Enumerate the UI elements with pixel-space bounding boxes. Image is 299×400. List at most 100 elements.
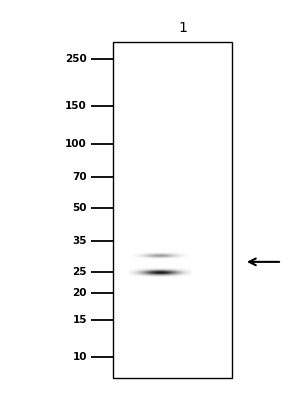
Bar — [175, 276, 176, 277]
Bar — [168, 267, 169, 268]
Bar — [177, 274, 178, 275]
Bar — [156, 267, 157, 268]
Bar — [150, 259, 151, 260]
Text: 10: 10 — [72, 352, 87, 362]
Bar — [147, 255, 148, 256]
Bar — [151, 273, 152, 274]
Bar — [171, 272, 172, 273]
Bar — [175, 259, 176, 260]
Bar — [113, 42, 232, 378]
Bar — [130, 274, 131, 275]
Bar — [160, 275, 161, 276]
Bar — [181, 259, 182, 260]
Bar — [139, 274, 140, 275]
Bar — [152, 271, 153, 272]
Bar — [162, 274, 163, 275]
Bar — [135, 253, 136, 254]
Bar — [144, 273, 145, 274]
Bar — [147, 271, 148, 272]
Bar — [178, 276, 179, 277]
Bar — [139, 276, 140, 277]
Bar — [169, 259, 170, 260]
Bar — [179, 269, 180, 270]
Bar — [167, 253, 168, 254]
Bar — [131, 267, 132, 268]
Bar — [170, 271, 171, 272]
Bar — [135, 258, 136, 259]
Bar — [144, 269, 145, 270]
Bar — [190, 275, 191, 276]
Bar — [151, 271, 152, 272]
Bar — [173, 270, 174, 271]
Bar — [138, 271, 139, 272]
Bar — [161, 273, 162, 274]
Bar — [182, 259, 183, 260]
Bar — [158, 268, 159, 269]
Bar — [164, 276, 165, 277]
Bar — [143, 274, 144, 275]
Bar — [147, 258, 148, 259]
Bar — [144, 272, 145, 273]
Bar — [169, 269, 170, 270]
Bar — [181, 253, 182, 254]
Bar — [146, 267, 147, 268]
Bar — [172, 273, 173, 274]
Bar — [133, 272, 134, 273]
Bar — [165, 269, 166, 270]
Bar — [185, 268, 186, 269]
Bar — [134, 269, 135, 270]
Bar — [140, 274, 141, 275]
Bar — [186, 268, 187, 269]
Bar — [157, 255, 158, 256]
Bar — [153, 255, 154, 256]
Bar — [139, 273, 140, 274]
Bar — [177, 258, 178, 259]
Bar — [142, 275, 143, 276]
Bar — [163, 273, 164, 274]
Bar — [162, 272, 163, 273]
Bar — [183, 275, 184, 276]
Bar — [172, 274, 173, 275]
Bar — [160, 258, 161, 259]
Bar — [140, 253, 141, 254]
Bar — [136, 270, 137, 271]
Bar — [142, 271, 143, 272]
Bar — [134, 276, 135, 277]
Bar — [165, 274, 166, 275]
Bar — [158, 269, 159, 270]
Bar — [143, 253, 144, 254]
Bar — [153, 259, 154, 260]
Bar — [157, 253, 158, 254]
Bar — [140, 258, 141, 259]
Bar — [186, 271, 187, 272]
Bar — [173, 271, 174, 272]
Bar — [157, 274, 158, 275]
Bar — [184, 270, 185, 271]
Bar — [174, 267, 175, 268]
Bar — [156, 270, 157, 271]
Bar — [165, 259, 166, 260]
Bar — [145, 272, 146, 273]
Bar — [150, 270, 151, 271]
Bar — [175, 258, 176, 259]
Bar — [151, 253, 152, 254]
Bar — [142, 259, 143, 260]
Bar — [163, 267, 164, 268]
Bar — [160, 276, 161, 277]
Bar — [152, 254, 153, 255]
Bar — [132, 271, 133, 272]
Bar — [134, 255, 135, 256]
Bar — [179, 255, 180, 256]
Bar — [162, 267, 163, 268]
Bar — [166, 259, 167, 260]
Bar — [175, 268, 176, 269]
Bar — [181, 269, 182, 270]
Bar — [139, 271, 140, 272]
Bar — [141, 273, 142, 274]
Bar — [161, 255, 162, 256]
Bar — [167, 272, 168, 273]
Bar — [190, 276, 191, 277]
Bar — [166, 273, 167, 274]
Bar — [171, 258, 172, 259]
Bar — [188, 276, 189, 277]
